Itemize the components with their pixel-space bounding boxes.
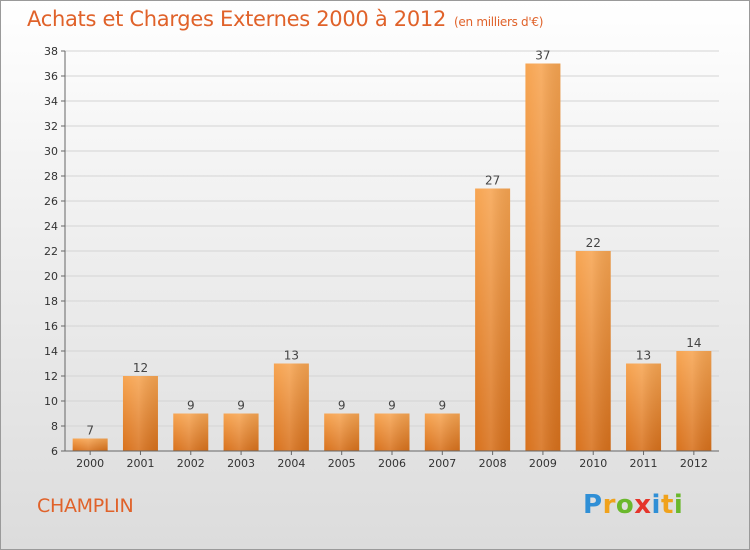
y-tick-label: 8 <box>51 420 58 433</box>
x-tick-label: 2012 <box>680 457 708 470</box>
bar-shading <box>525 63 561 451</box>
bar-value-label: 9 <box>338 399 346 413</box>
x-tick-label: 2002 <box>177 457 205 470</box>
x-tick-label: 2009 <box>529 457 557 470</box>
bar-value-label: 12 <box>133 361 148 375</box>
x-tick-label: 2003 <box>227 457 255 470</box>
x-tick-label: 2007 <box>428 457 456 470</box>
logo-letter: r <box>602 490 616 520</box>
grid-lines <box>65 50 719 452</box>
y-tick-label: 26 <box>44 195 58 208</box>
x-tick-label: 2001 <box>126 457 154 470</box>
bar-value-label: 9 <box>438 399 446 413</box>
logo-letter: t <box>660 490 674 520</box>
bar-shading <box>324 413 360 451</box>
bar-value-label: 9 <box>187 399 195 413</box>
y-tick-label: 14 <box>44 345 58 358</box>
y-tick-label: 34 <box>44 95 58 108</box>
y-tick-label: 32 <box>44 120 58 133</box>
x-axis: 2000 2001 2002 2003 2004 2005 2006 2007 2008 2009… <box>65 450 719 470</box>
bar-value-label: 13 <box>636 349 651 363</box>
bar-shading <box>475 188 511 451</box>
bar-value-label: 9 <box>237 399 245 413</box>
bar-value-label: 37 <box>535 49 550 63</box>
bar-value-label: 13 <box>284 349 299 363</box>
logo-letter: o <box>615 490 635 520</box>
bar-value-label: 27 <box>485 174 500 188</box>
x-tick-label: 2008 <box>479 457 507 470</box>
bar-value-label: 14 <box>686 336 701 350</box>
bar-shading <box>72 438 108 451</box>
y-tick-label: 12 <box>44 370 58 383</box>
bar-shading <box>424 413 460 451</box>
bar-shading <box>122 376 158 451</box>
x-tick-label: 2000 <box>76 457 104 470</box>
x-tick-label: 2004 <box>277 457 305 470</box>
logo-letter: i <box>673 490 684 520</box>
bar-shading <box>374 413 410 451</box>
commune-name: CHAMPLIN <box>37 495 134 517</box>
x-tick-label: 2005 <box>328 457 356 470</box>
y-tick-label: 38 <box>44 45 58 58</box>
bar-shading <box>173 413 209 451</box>
unit-label: (en milliers d'€) <box>454 15 544 29</box>
title-text: Achats et Charges Externes 2000 à 2012 <box>27 7 447 31</box>
y-tick-label: 16 <box>44 320 58 333</box>
y-tick-label: 36 <box>44 70 58 83</box>
bar-value-label: 9 <box>388 399 396 413</box>
logo-letter: x <box>634 490 652 520</box>
y-tick-label: 18 <box>44 295 58 308</box>
bars: 7 12 9 9 13 9 9 9 27 37 22 13 14 <box>72 49 712 451</box>
bar-shading <box>223 413 259 451</box>
y-tick-label: 10 <box>44 395 58 408</box>
bar-shading <box>626 363 662 451</box>
y-tick-label: 6 <box>51 445 58 458</box>
y-tick-label: 20 <box>44 270 58 283</box>
bar-shading <box>575 251 611 451</box>
bar-value-label: 7 <box>86 424 94 438</box>
y-tick-label: 22 <box>44 245 58 258</box>
y-tick-label: 28 <box>44 170 58 183</box>
bar-shading <box>273 363 309 451</box>
x-tick-label: 2010 <box>579 457 607 470</box>
chart-title: Achats et Charges Externes 2000 à 2012 (e… <box>27 7 543 31</box>
y-tick-label: 24 <box>44 220 58 233</box>
logo-letter: i <box>651 490 661 520</box>
x-tick-label: 2011 <box>630 457 658 470</box>
logo-letter: P <box>583 490 603 520</box>
bar-shading <box>676 351 712 451</box>
y-tick-label: 30 <box>44 145 58 158</box>
x-tick-label: 2006 <box>378 457 406 470</box>
proxiti-logo[interactable]: Proxiti <box>583 490 683 520</box>
y-axis: 6 8 10 12 14 16 18 20 22 24 26 28 30 32 34 36 38 <box>44 45 66 458</box>
bar-value-label: 22 <box>586 236 601 250</box>
